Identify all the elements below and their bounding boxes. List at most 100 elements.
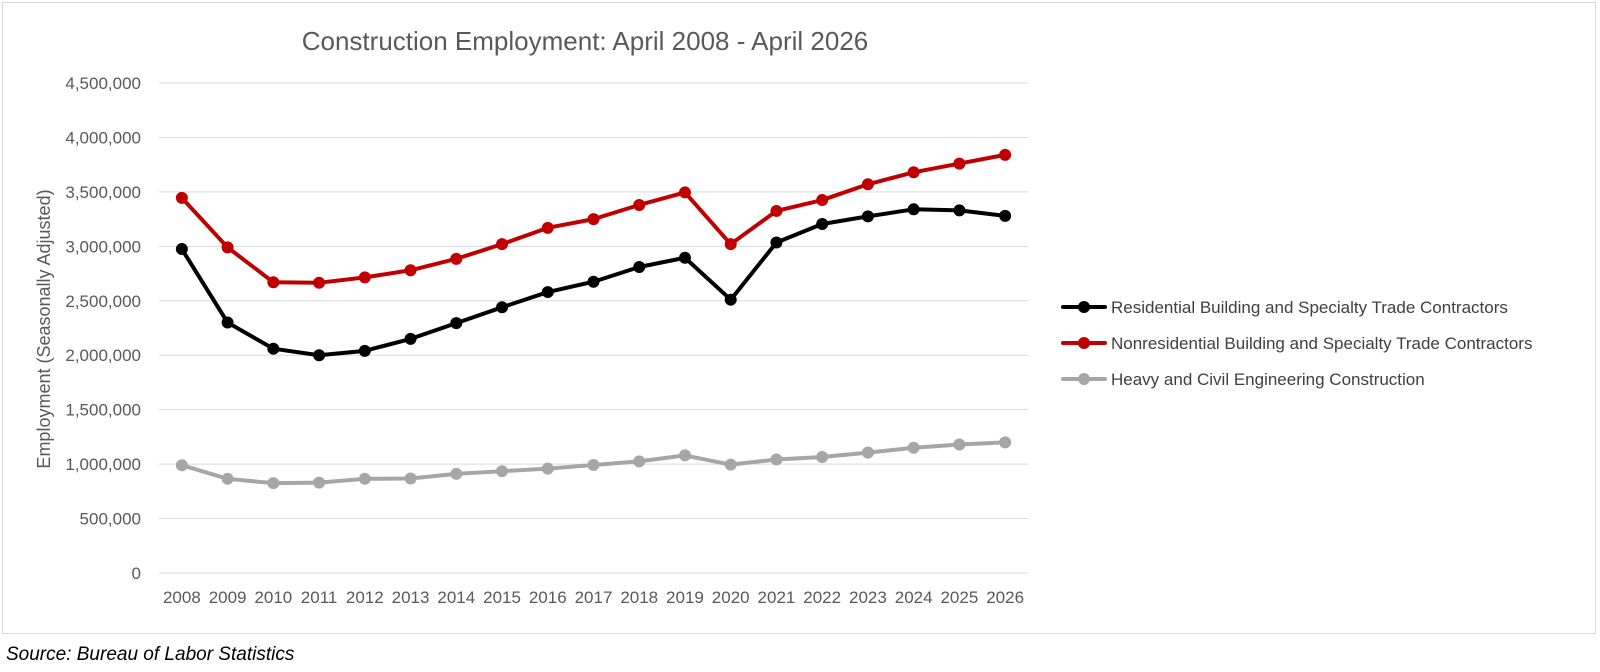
data-point bbox=[633, 261, 646, 274]
x-tick-label: 2022 bbox=[803, 588, 841, 607]
data-point bbox=[267, 276, 280, 289]
x-tick-label: 2024 bbox=[895, 588, 933, 607]
data-point bbox=[999, 209, 1012, 222]
chart-frame: Construction Employment: April 2008 - Ap… bbox=[2, 2, 1596, 634]
data-point bbox=[999, 148, 1012, 161]
data-point bbox=[404, 264, 417, 277]
y-tick-label: 1,500,000 bbox=[65, 401, 141, 420]
data-point bbox=[678, 251, 691, 264]
data-point bbox=[633, 455, 646, 468]
data-point bbox=[358, 271, 371, 284]
legend-swatch-marker bbox=[1078, 373, 1090, 385]
data-point bbox=[953, 438, 966, 451]
data-point bbox=[861, 210, 874, 223]
x-tick-label: 2020 bbox=[712, 588, 750, 607]
data-point bbox=[953, 157, 966, 170]
data-point bbox=[267, 342, 280, 355]
legend-swatch-marker bbox=[1078, 301, 1090, 313]
series-group bbox=[175, 203, 1012, 362]
data-point bbox=[770, 453, 783, 466]
legend-label: Heavy and Civil Engineering Construction bbox=[1111, 370, 1425, 389]
data-point bbox=[724, 293, 737, 306]
data-point bbox=[496, 238, 509, 251]
y-tick-label: 1,000,000 bbox=[65, 455, 141, 474]
data-point bbox=[496, 465, 509, 478]
gridlines bbox=[159, 82, 1028, 574]
data-point bbox=[999, 436, 1012, 449]
data-point bbox=[313, 276, 326, 289]
data-point bbox=[770, 204, 783, 217]
y-tick-label: 2,000,000 bbox=[65, 346, 141, 365]
data-point bbox=[907, 203, 920, 216]
y-tick-label: 4,500,000 bbox=[65, 74, 141, 93]
legend-label: Residential Building and Specialty Trade… bbox=[1111, 298, 1508, 317]
y-axis-tick-labels: 0 500,000 1,000,000 1,500,000 2,000,000 2,500… bbox=[65, 74, 141, 583]
y-tick-label: 2,500,000 bbox=[65, 292, 141, 311]
legend: Residential Building and Specialty Trade… bbox=[1061, 298, 1532, 389]
x-tick-label: 2014 bbox=[437, 588, 475, 607]
data-point bbox=[816, 218, 829, 231]
x-tick-label: 2016 bbox=[529, 588, 567, 607]
legend-item: Residential Building and Specialty Trade… bbox=[1061, 298, 1508, 317]
data-point bbox=[450, 252, 463, 265]
x-tick-label: 2015 bbox=[483, 588, 521, 607]
data-point bbox=[175, 191, 188, 204]
y-tick-label: 3,000,000 bbox=[65, 237, 141, 256]
data-point bbox=[450, 467, 463, 480]
data-point bbox=[816, 451, 829, 464]
x-tick-label: 2023 bbox=[849, 588, 887, 607]
y-tick-label: 4,000,000 bbox=[65, 128, 141, 147]
data-point bbox=[633, 198, 646, 211]
data-point bbox=[724, 458, 737, 471]
x-tick-label: 2013 bbox=[392, 588, 430, 607]
data-point bbox=[313, 349, 326, 362]
data-point bbox=[953, 204, 966, 217]
data-point bbox=[267, 477, 280, 490]
y-tick-label: 3,500,000 bbox=[65, 183, 141, 202]
data-point bbox=[541, 221, 554, 234]
x-tick-label: 2008 bbox=[163, 588, 201, 607]
data-point bbox=[587, 213, 600, 226]
data-point bbox=[587, 275, 600, 288]
data-point bbox=[541, 286, 554, 299]
legend-item: Heavy and Civil Engineering Construction bbox=[1061, 370, 1425, 389]
x-tick-label: 2012 bbox=[346, 588, 384, 607]
data-point bbox=[221, 472, 234, 485]
legend-label: Nonresidential Building and Specialty Tr… bbox=[1111, 334, 1532, 353]
data-point bbox=[816, 194, 829, 207]
data-point bbox=[496, 301, 509, 314]
x-tick-label: 2011 bbox=[301, 588, 338, 607]
data-point bbox=[358, 344, 371, 357]
data-point bbox=[770, 236, 783, 249]
x-tick-label: 2019 bbox=[666, 588, 704, 607]
y-tick-label: 0 bbox=[132, 564, 141, 583]
x-tick-label: 2021 bbox=[758, 588, 796, 607]
data-point bbox=[678, 186, 691, 199]
data-point bbox=[358, 472, 371, 485]
data-point bbox=[404, 332, 417, 345]
x-tick-label: 2009 bbox=[209, 588, 247, 607]
series-group bbox=[175, 436, 1012, 490]
data-point bbox=[907, 166, 920, 179]
data-point bbox=[221, 316, 234, 329]
data-point bbox=[678, 449, 691, 462]
series-layer bbox=[175, 148, 1012, 490]
data-point bbox=[907, 441, 920, 454]
x-tick-label: 2025 bbox=[940, 588, 978, 607]
data-point bbox=[724, 238, 737, 251]
data-point bbox=[541, 462, 554, 475]
y-axis-title: Employment (Seasonally Adjusted) bbox=[34, 189, 54, 468]
legend-item: Nonresidential Building and Specialty Tr… bbox=[1061, 334, 1532, 353]
x-tick-label: 2010 bbox=[254, 588, 292, 607]
data-point bbox=[587, 458, 600, 471]
chart-title: Construction Employment: April 2008 - Ap… bbox=[302, 26, 869, 56]
data-point bbox=[861, 446, 874, 459]
x-tick-label: 2017 bbox=[575, 588, 613, 607]
data-point bbox=[861, 178, 874, 191]
data-point bbox=[175, 459, 188, 472]
source-note: Source: Bureau of Labor Statistics bbox=[6, 644, 295, 665]
legend-swatch-marker bbox=[1078, 337, 1090, 349]
y-tick-label: 500,000 bbox=[80, 510, 141, 529]
data-point bbox=[404, 472, 417, 485]
x-tick-label: 2026 bbox=[986, 588, 1024, 607]
